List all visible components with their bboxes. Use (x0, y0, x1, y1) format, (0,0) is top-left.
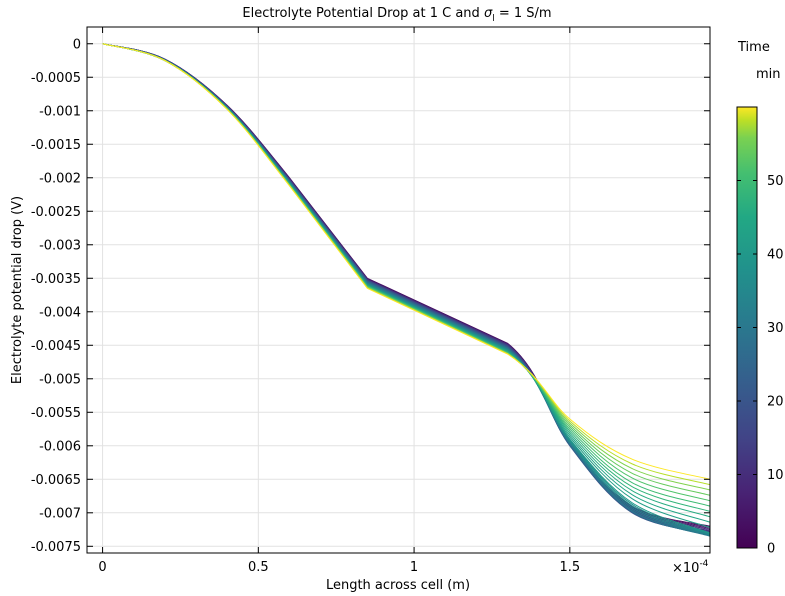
y-tick-label: -0.004 (39, 305, 81, 320)
series-line (102, 43, 710, 480)
x-tick-label: 0 (98, 560, 106, 575)
y-tick-label: -0.005 (39, 372, 81, 387)
x-multiplier: ×10-4 (672, 559, 709, 576)
y-tick-label: -0.0035 (31, 272, 81, 287)
chart-title: Electrolyte Potential Drop at 1 C and σl… (242, 6, 551, 24)
colorbar-tick-label: 0 (767, 542, 775, 557)
y-tick-label: -0.0065 (31, 473, 81, 488)
y-tick-label: 0 (73, 37, 81, 52)
plot-area (87, 27, 710, 553)
x-tick-label: 0.5 (248, 560, 269, 575)
colorbar-tick-label: 50 (767, 174, 784, 189)
y-tick-label: -0.0025 (31, 205, 81, 220)
colorbar-tick-label: 10 (767, 468, 784, 483)
y-tick-label: -0.007 (39, 506, 81, 521)
y-axis-ticks: 0 -0.0005 -0.001 -0.0015 -0.002 -0.0025 -0.003… (31, 37, 710, 555)
y-tick-label: -0.0015 (31, 138, 81, 153)
plot-frame (86, 26, 711, 554)
x-tick-label: 1.5 (559, 560, 580, 575)
curves (102, 43, 710, 537)
y-tick-label: -0.001 (39, 104, 81, 119)
colorbar-tick-label: 40 (767, 248, 784, 263)
y-tick-label: -0.0075 (31, 540, 81, 555)
colorbar-tick-label: 20 (767, 395, 784, 410)
y-tick-label: -0.002 (39, 171, 81, 186)
y-tick-label: -0.0055 (31, 406, 81, 421)
colorbar-unit: min (756, 67, 781, 82)
colorbar-tick-label: 30 (767, 321, 784, 336)
y-tick-label: -0.006 (39, 439, 81, 454)
y-axis-label: Electrolyte potential drop (V) (10, 196, 25, 384)
y-tick-label: -0.0005 (31, 71, 81, 86)
colorbar-title: Time (737, 40, 770, 55)
x-tick-label: 1 (410, 560, 418, 575)
x-axis-label: Length across cell (m) (326, 578, 470, 593)
x-axis-ticks: 0 0.5 1 1.5 (98, 27, 580, 575)
y-tick-label: -0.0045 (31, 339, 81, 354)
y-tick-label: -0.003 (39, 238, 81, 253)
colorbar-ticks: 0 10 20 30 40 50 (737, 174, 784, 557)
